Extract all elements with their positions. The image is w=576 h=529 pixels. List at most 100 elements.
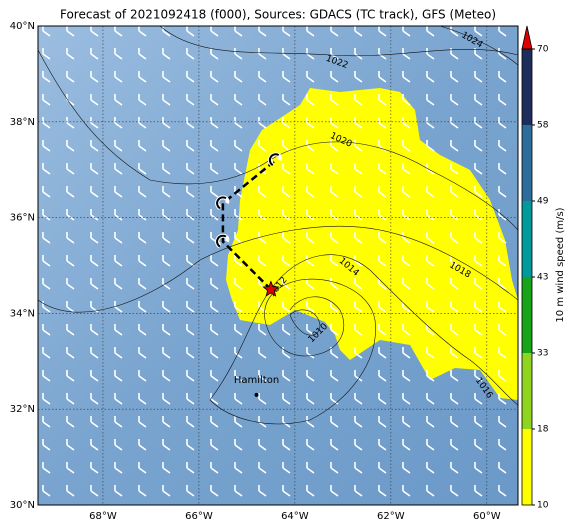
wind-barb xyxy=(282,393,291,405)
wind-barb xyxy=(42,278,51,290)
wind-barb xyxy=(186,140,195,152)
wind-barb xyxy=(282,324,291,336)
wind-barb xyxy=(426,462,435,474)
wind-barb xyxy=(162,347,171,359)
y-tick-label: 38°N xyxy=(10,117,35,128)
wind-barb xyxy=(306,209,315,221)
wind-barb xyxy=(498,186,507,198)
wind-barb xyxy=(186,462,195,474)
wind-barb xyxy=(498,232,507,244)
wind-barb xyxy=(42,416,51,428)
wind-barb xyxy=(210,462,219,474)
map-frame xyxy=(37,25,519,506)
wind-barb xyxy=(354,186,363,198)
wind-barb xyxy=(330,416,339,428)
wind-barb xyxy=(306,255,315,267)
x-tick-label: 66°W xyxy=(185,511,213,522)
storm-symbol xyxy=(268,153,280,166)
wind-barb xyxy=(306,26,315,37)
wind-barb xyxy=(186,71,195,83)
map-layer xyxy=(38,26,518,505)
wind-barb xyxy=(138,485,147,497)
wind-barb xyxy=(138,48,147,60)
wind-barb xyxy=(114,255,123,267)
wind-barb xyxy=(474,324,483,336)
wind-barb xyxy=(42,439,51,451)
wind-barb xyxy=(66,48,75,60)
wind-barb xyxy=(66,140,75,152)
wind-barb xyxy=(210,140,219,152)
wind-barb xyxy=(306,94,315,106)
isobar xyxy=(209,254,518,406)
wind-barb xyxy=(474,416,483,428)
wind-barb xyxy=(162,255,171,267)
wind-barb xyxy=(114,370,123,382)
wind-barb xyxy=(258,439,267,451)
wind-barb xyxy=(474,370,483,382)
wind-barb xyxy=(282,462,291,474)
wind-barb xyxy=(450,439,459,451)
wind-barb xyxy=(234,462,243,474)
wind-barb xyxy=(210,416,219,428)
wind-barb xyxy=(330,301,339,313)
wind-barb xyxy=(402,324,411,336)
wind-barb xyxy=(210,370,219,382)
wind-barb xyxy=(90,163,99,175)
city-label: Hamilton xyxy=(234,375,279,386)
wind-barb xyxy=(498,163,507,175)
wind-barb xyxy=(234,140,243,152)
wind-barb xyxy=(498,301,507,313)
wind-barb xyxy=(234,94,243,106)
wind-barbs xyxy=(42,26,507,497)
isobar xyxy=(38,226,518,313)
wind-barb xyxy=(426,71,435,83)
wind-barb xyxy=(162,370,171,382)
wind-barb xyxy=(138,117,147,129)
colorbar-segment xyxy=(522,49,532,125)
wind-barb xyxy=(450,370,459,382)
wind-barb xyxy=(90,347,99,359)
wind-barb xyxy=(498,324,507,336)
wind-barb xyxy=(42,94,51,106)
wind-barb xyxy=(474,163,483,175)
wind-barb xyxy=(66,324,75,336)
wind-barb xyxy=(498,255,507,267)
wind-barb xyxy=(402,301,411,313)
wind-barb xyxy=(282,232,291,244)
wind-barb xyxy=(330,209,339,221)
wind-barb xyxy=(474,117,483,129)
wind-barb xyxy=(186,347,195,359)
wind-barb xyxy=(234,26,243,37)
wind-barb xyxy=(498,278,507,290)
wind-barb xyxy=(354,71,363,83)
wind-barb xyxy=(378,485,387,497)
wind-barb xyxy=(114,278,123,290)
wind-barb xyxy=(402,71,411,83)
wind-barb xyxy=(138,301,147,313)
wind-barb xyxy=(330,186,339,198)
wind-barb xyxy=(66,416,75,428)
y-tick-label: 34°N xyxy=(10,308,35,319)
wind-barb xyxy=(258,324,267,336)
wind-barb xyxy=(90,140,99,152)
wind-barb xyxy=(282,140,291,152)
wind-barb xyxy=(138,255,147,267)
wind-barb xyxy=(210,71,219,83)
wind-barb xyxy=(42,324,51,336)
wind-barb xyxy=(402,186,411,198)
wind-barb xyxy=(114,232,123,244)
wind-barb xyxy=(474,393,483,405)
wind-barb xyxy=(330,48,339,60)
wind-barb xyxy=(498,393,507,405)
wind-barb xyxy=(234,393,243,405)
wind-barb xyxy=(330,26,339,37)
wind-barb xyxy=(234,370,243,382)
wind-barb xyxy=(234,416,243,428)
wind-barb xyxy=(402,347,411,359)
wind-barb xyxy=(498,26,507,37)
wind-barb xyxy=(426,94,435,106)
wind-barb xyxy=(282,255,291,267)
wind-barb xyxy=(450,140,459,152)
wind-barb xyxy=(186,324,195,336)
wind-barb xyxy=(354,393,363,405)
